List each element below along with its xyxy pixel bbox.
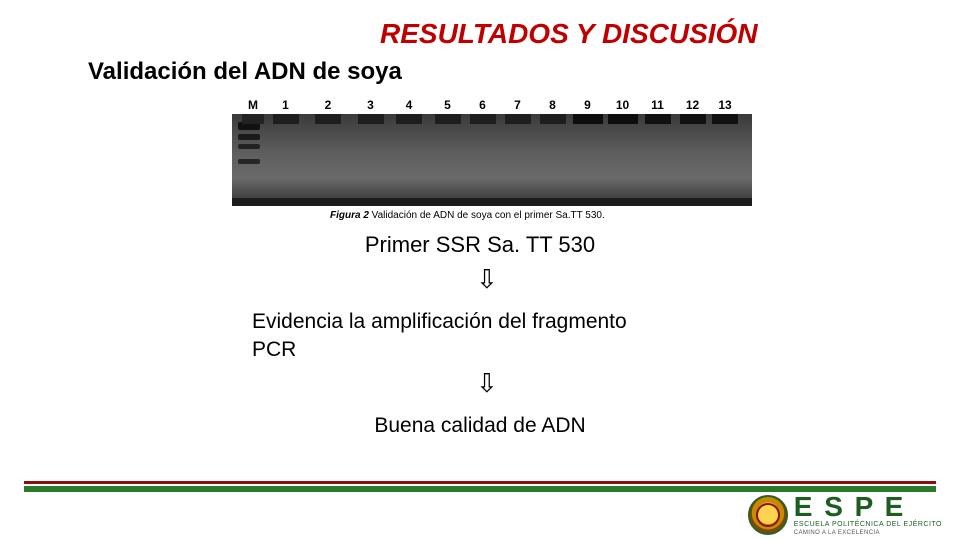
espe-tagline: CAMINO A LA EXCELENCIA [794,530,942,536]
evidencia-text: Evidencia la amplificación del fragmento… [252,308,627,365]
espe-fullname: ESCUELA POLITÉCNICA DEL EJÉRCITO [794,521,942,528]
lane-label: 4 [388,98,430,112]
espe-acronym: E S P E [794,493,942,521]
lane-label: 9 [570,98,605,112]
lane-label: 2 [303,98,353,112]
gel-image [232,114,752,206]
lane-label: 7 [500,98,535,112]
arrow-down-icon: ⇩ [476,370,498,396]
lane-label: 12 [675,98,710,112]
gel-lane-labels: M12345678910111213 [232,96,752,114]
section-title: RESULTADOS Y DISCUSIÓN [380,18,758,50]
lane-label: 11 [640,98,675,112]
gel-figure: M12345678910111213 [232,96,752,206]
arrow-down-icon: ⇩ [476,266,498,292]
lane-label: 10 [605,98,640,112]
caption-figure-num: Figura 2 [330,210,369,221]
crest-icon [748,495,788,535]
slide-subtitle: Validación del ADN de soya [88,58,402,86]
espe-text: E S P E ESCUELA POLITÉCNICA DEL EJÉRCITO… [794,493,942,536]
calidad-line: Buena calidad de ADN [0,414,960,438]
lane-label: 1 [268,98,303,112]
lane-label: 5 [430,98,465,112]
evidencia-line: PCR [252,336,627,364]
lane-label: 3 [353,98,388,112]
caption-text: Validación de ADN de soya con el primer … [369,210,605,221]
espe-logo: E S P E ESCUELA POLITÉCNICA DEL EJÉRCITO… [748,493,942,536]
lane-label: M [238,98,268,112]
primer-line: Primer SSR Sa. TT 530 [0,232,960,258]
lane-label: 6 [465,98,500,112]
figure-caption: Figura 2 Validación de ADN de soya con e… [330,210,605,221]
lane-label: 13 [710,98,740,112]
lane-label: 8 [535,98,570,112]
evidencia-line: Evidencia la amplificación del fragmento [252,308,627,336]
